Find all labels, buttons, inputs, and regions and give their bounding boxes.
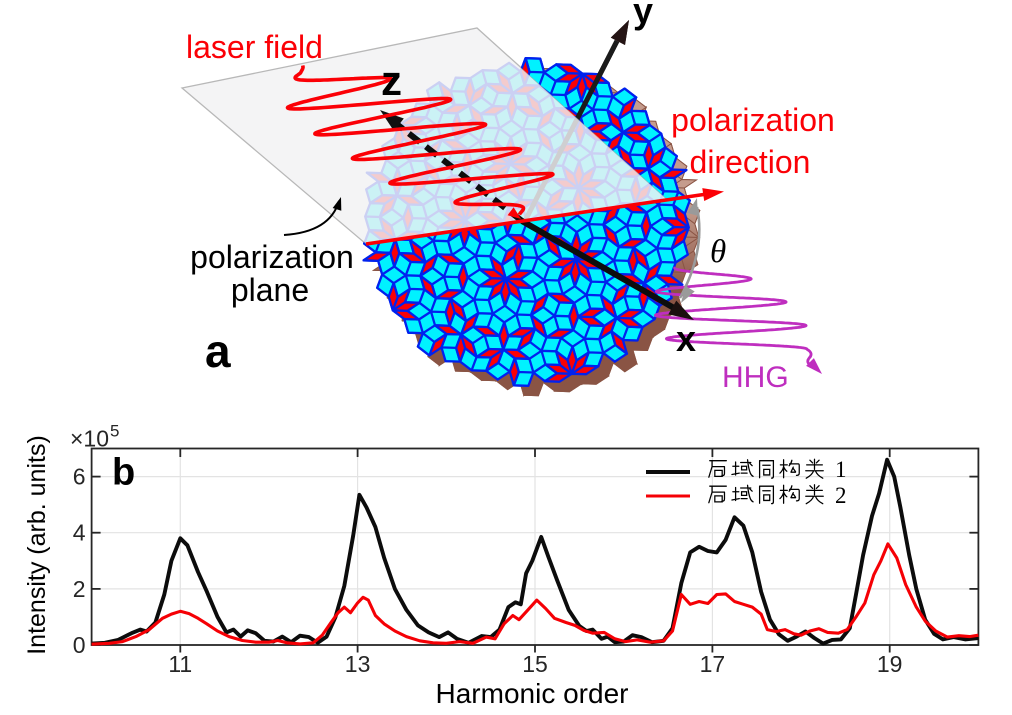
svg-text:Intensity (arb. units): Intensity (arb. units): [23, 435, 51, 655]
svg-text:x: x: [676, 318, 696, 359]
svg-text:direction: direction: [690, 144, 811, 180]
svg-text:z: z: [381, 57, 402, 104]
svg-text:13: 13: [345, 651, 371, 677]
svg-text:Harmonic order: Harmonic order: [436, 678, 629, 709]
svg-text:6: 6: [73, 464, 86, 490]
svg-text:19: 19: [877, 651, 903, 677]
svg-text:2: 2: [73, 576, 86, 602]
svg-text:θ: θ: [710, 234, 726, 270]
svg-text:15: 15: [522, 651, 548, 677]
svg-text:2: 2: [835, 483, 847, 508]
svg-text:b: b: [112, 452, 135, 494]
svg-text:4: 4: [73, 520, 86, 546]
svg-text:×10: ×10: [70, 426, 109, 452]
svg-text:a: a: [205, 325, 231, 377]
svg-text:y: y: [633, 0, 653, 31]
svg-text:17: 17: [700, 651, 726, 677]
svg-text:5: 5: [110, 422, 119, 441]
svg-text:11: 11: [168, 651, 192, 677]
svg-text:0: 0: [73, 632, 86, 658]
svg-text:polarization: polarization: [671, 102, 835, 138]
svg-text:plane: plane: [231, 272, 309, 308]
svg-text:1: 1: [835, 457, 847, 482]
svg-text:laser field: laser field: [186, 29, 323, 65]
svg-text:HHG: HHG: [722, 361, 789, 394]
svg-text:polarization: polarization: [190, 239, 354, 275]
